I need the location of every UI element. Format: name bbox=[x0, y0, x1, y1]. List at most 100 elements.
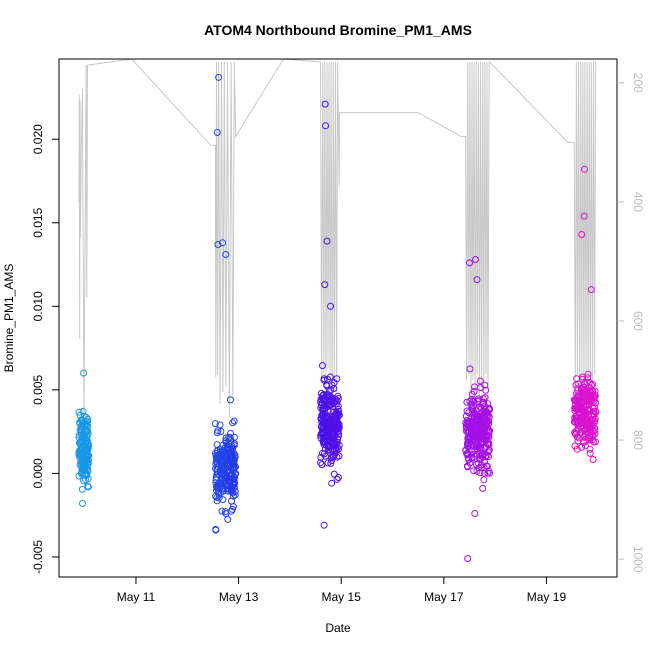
data-point bbox=[79, 407, 87, 415]
data-point bbox=[580, 425, 588, 432]
data-point bbox=[322, 452, 329, 460]
data-point bbox=[464, 442, 472, 450]
data-point bbox=[476, 404, 484, 412]
data-point bbox=[76, 419, 84, 426]
data-point bbox=[468, 429, 476, 437]
data-point bbox=[470, 467, 478, 475]
data-point bbox=[78, 430, 86, 438]
outlier-point bbox=[321, 100, 329, 108]
data-point bbox=[332, 423, 340, 431]
data-point bbox=[474, 459, 482, 467]
data-point bbox=[324, 459, 332, 467]
y-axis: -0.005 0.000 0.005 0.010 0.015 0.020 bbox=[31, 124, 59, 574]
data-point bbox=[328, 457, 336, 465]
outlier-point bbox=[80, 369, 88, 377]
data-point bbox=[580, 439, 588, 446]
data-point bbox=[334, 474, 342, 481]
outlier-point bbox=[473, 276, 481, 284]
data-point bbox=[465, 409, 473, 417]
data-point bbox=[589, 432, 597, 440]
y-tick-label: 0.015 bbox=[31, 207, 45, 237]
data-point bbox=[474, 395, 482, 403]
outlier-point bbox=[578, 231, 586, 238]
data-point bbox=[84, 482, 92, 490]
outlier-point bbox=[464, 555, 472, 563]
data-point bbox=[82, 423, 90, 431]
right-axis: 200 400 600 800 1000 bbox=[617, 73, 645, 573]
data-point bbox=[472, 461, 480, 468]
data-point bbox=[318, 422, 325, 430]
data-point bbox=[485, 447, 493, 455]
data-point bbox=[317, 459, 325, 467]
data-point bbox=[472, 420, 479, 428]
data-point bbox=[485, 432, 493, 439]
data-point bbox=[466, 365, 474, 373]
outlier-point bbox=[321, 281, 329, 289]
data-point bbox=[477, 444, 485, 451]
data-point bbox=[215, 494, 223, 502]
data-point bbox=[470, 450, 478, 458]
data-point bbox=[327, 433, 335, 441]
outlier-point bbox=[580, 212, 588, 220]
data-point bbox=[486, 427, 494, 435]
right-tick-label: 1000 bbox=[631, 546, 645, 573]
data-point bbox=[473, 467, 481, 475]
data-point bbox=[230, 463, 238, 471]
data-point bbox=[228, 442, 236, 450]
data-point bbox=[318, 411, 326, 419]
data-point bbox=[485, 417, 492, 425]
data-point bbox=[80, 451, 87, 459]
data-point bbox=[227, 483, 235, 490]
data-point bbox=[485, 467, 493, 475]
outlier-point bbox=[79, 500, 86, 507]
data-point bbox=[328, 479, 336, 487]
data-point bbox=[580, 386, 588, 394]
outlier-point bbox=[215, 73, 223, 81]
data-point bbox=[573, 375, 581, 383]
data-point bbox=[463, 398, 471, 406]
y-tick-label: 0.010 bbox=[31, 291, 45, 321]
right-series-layer bbox=[78, 59, 597, 417]
x-tick-label: May 13 bbox=[219, 590, 259, 604]
data-point bbox=[330, 385, 338, 393]
data-point bbox=[581, 442, 589, 450]
data-point bbox=[78, 485, 86, 493]
data-point bbox=[212, 465, 219, 473]
data-point bbox=[226, 469, 233, 477]
data-point bbox=[476, 384, 484, 392]
data-point bbox=[319, 431, 327, 438]
data-point bbox=[229, 503, 237, 511]
data-point bbox=[485, 427, 493, 435]
data-point bbox=[224, 515, 232, 523]
data-point bbox=[219, 496, 227, 504]
data-point bbox=[231, 479, 239, 487]
data-point bbox=[333, 428, 341, 435]
data-point bbox=[317, 434, 325, 442]
data-point bbox=[591, 415, 599, 423]
data-point bbox=[326, 392, 334, 400]
data-point bbox=[468, 390, 476, 398]
data-point bbox=[330, 470, 338, 478]
data-point bbox=[573, 414, 581, 422]
plot-frame bbox=[58, 58, 618, 578]
data-point bbox=[591, 407, 599, 415]
points-layer bbox=[75, 73, 600, 563]
data-point bbox=[320, 375, 328, 383]
data-point bbox=[331, 426, 339, 434]
data-point bbox=[468, 432, 476, 440]
outlier-point bbox=[466, 259, 473, 267]
outlier-point bbox=[214, 241, 222, 248]
data-point bbox=[583, 386, 591, 394]
data-point bbox=[588, 436, 596, 444]
data-point bbox=[216, 445, 224, 453]
data-point bbox=[227, 453, 235, 461]
data-point bbox=[224, 443, 232, 450]
right-tick-label: 600 bbox=[631, 311, 645, 331]
data-point bbox=[333, 438, 341, 446]
data-point bbox=[75, 408, 83, 416]
data-point bbox=[584, 392, 592, 400]
data-point bbox=[585, 423, 593, 431]
outlier-point bbox=[587, 286, 595, 294]
data-point bbox=[318, 461, 326, 469]
data-point bbox=[576, 404, 584, 412]
